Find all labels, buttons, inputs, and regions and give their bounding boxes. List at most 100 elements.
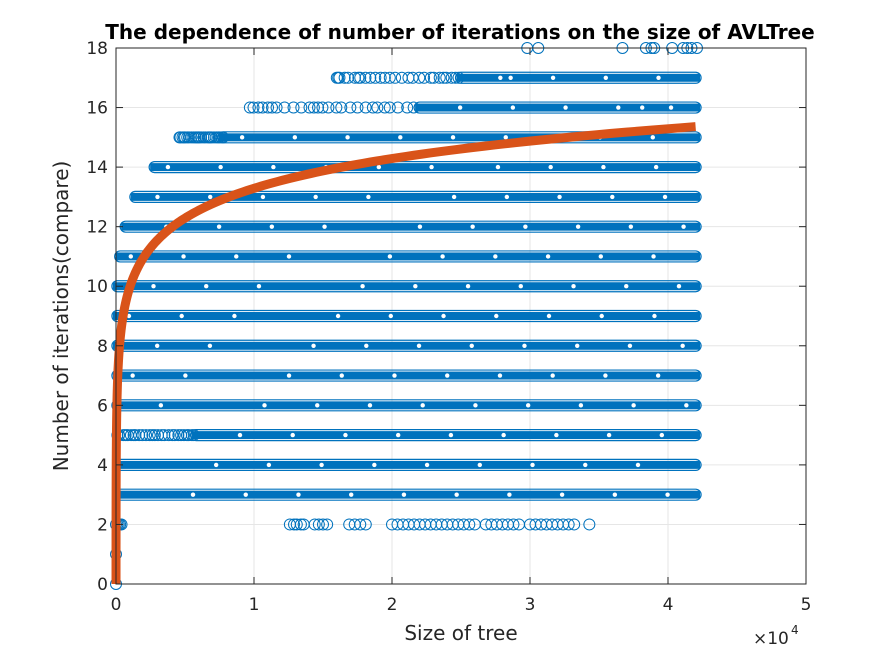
scatter-band <box>114 490 701 499</box>
scatter-point <box>427 71 440 84</box>
scatter-gap <box>610 194 615 200</box>
scatter-gap <box>413 284 418 289</box>
scatter-gap <box>237 432 243 438</box>
scatter-point <box>143 429 156 442</box>
scatter-band <box>121 222 701 231</box>
scatter-point <box>391 101 404 114</box>
scatter-gap <box>296 492 301 497</box>
scatter-point <box>413 71 426 84</box>
scatter-point <box>437 71 450 84</box>
scatter-band-outline <box>413 101 702 114</box>
scatter-gap <box>493 254 498 259</box>
scatter-gap <box>497 373 503 378</box>
chart-title: The dependence of number of iterations o… <box>105 20 814 44</box>
y-tick-label: 6 <box>97 396 108 416</box>
scatter-gap <box>181 254 186 259</box>
scatter-gap <box>523 224 528 229</box>
scatter-gap <box>557 194 562 200</box>
scatter-point <box>354 71 367 84</box>
scatter-gap <box>345 135 350 140</box>
scatter-gap <box>239 135 245 140</box>
scatter-gap <box>465 284 471 289</box>
scatter-gap <box>372 462 377 468</box>
x-tick-label: 1 <box>249 595 260 615</box>
scatter-gap <box>477 462 483 468</box>
scatter-gap <box>269 224 275 229</box>
scatter-point <box>136 429 149 442</box>
scatter-band-outline <box>111 369 702 382</box>
scatter-gap <box>628 224 634 229</box>
scatter-point <box>364 71 377 84</box>
scatter-point <box>187 429 200 442</box>
scatter-point <box>316 101 329 114</box>
scatter-point <box>366 101 379 114</box>
scatter-band <box>219 133 701 142</box>
scatter-point <box>359 71 372 84</box>
scatter-gap <box>420 403 425 408</box>
scatter-point <box>162 429 175 442</box>
scatter-point <box>146 429 159 442</box>
scatter-band <box>415 103 701 112</box>
scatter-gap <box>504 194 510 200</box>
scatter-point <box>389 71 402 84</box>
scatter-gap <box>676 284 682 289</box>
y-axis-label: Number of iterations(compare) <box>49 161 73 472</box>
y-tick-label: 18 <box>86 39 108 59</box>
scatter-point <box>278 101 291 114</box>
y-tick-label: 2 <box>97 515 108 535</box>
scatter-point <box>288 518 301 531</box>
scatter-point <box>401 101 414 114</box>
scatter-gap <box>376 164 382 170</box>
x-multiplier-exponent: 4 <box>791 623 799 637</box>
scatter-gap <box>290 432 295 438</box>
scatter-gap <box>451 194 457 200</box>
scatter-gap <box>665 492 670 497</box>
scatter-gap <box>495 164 501 170</box>
scatter-gap <box>494 313 499 319</box>
x-tick-label: 4 <box>663 595 674 615</box>
x-axis-label: Size of tree <box>404 621 517 645</box>
scatter-layer <box>110 42 703 590</box>
scatter-gap <box>388 313 394 319</box>
scatter-gap <box>599 313 604 319</box>
scatter-gap <box>322 224 327 229</box>
x-tick-label: 0 <box>111 595 122 615</box>
scatter-band <box>112 282 701 291</box>
scatter-point <box>294 518 307 531</box>
scatter-gap <box>525 403 531 408</box>
scatter-gap <box>684 403 689 408</box>
scatter-gap <box>349 492 354 497</box>
scatter-point <box>418 71 431 84</box>
scatter-gap <box>256 284 262 289</box>
scatter-gap <box>656 75 661 80</box>
scatter-point <box>359 101 372 114</box>
scatter-gap <box>128 254 134 259</box>
scatter-gap <box>598 254 604 259</box>
scatter-gap <box>575 224 581 229</box>
scatter-gap <box>635 462 641 468</box>
scatter-band-outline <box>217 131 702 144</box>
scatter-gap <box>286 373 292 378</box>
scatter-gap <box>473 403 478 408</box>
scatter-gap <box>454 492 459 497</box>
scatter-point <box>452 71 465 84</box>
scatter-gap <box>213 462 219 468</box>
scatter-point <box>433 71 446 84</box>
scatter-point <box>407 101 420 114</box>
scatter-gap <box>416 343 422 348</box>
scatter-point <box>330 101 343 114</box>
scatter-gap <box>680 343 685 348</box>
scatter-point <box>256 101 269 114</box>
scatter-gap <box>450 135 456 140</box>
x-multiplier-base: ×10 <box>753 629 789 649</box>
scatter-band-outline <box>189 429 702 442</box>
scatter-point <box>562 518 575 531</box>
scatter-gap <box>360 284 365 289</box>
scatter-band <box>150 163 701 172</box>
scatter-gap <box>603 75 609 80</box>
y-tick-label: 16 <box>86 99 108 119</box>
scatter-point <box>252 101 265 114</box>
scatter-gap <box>522 343 527 348</box>
scatter-point <box>243 101 256 114</box>
